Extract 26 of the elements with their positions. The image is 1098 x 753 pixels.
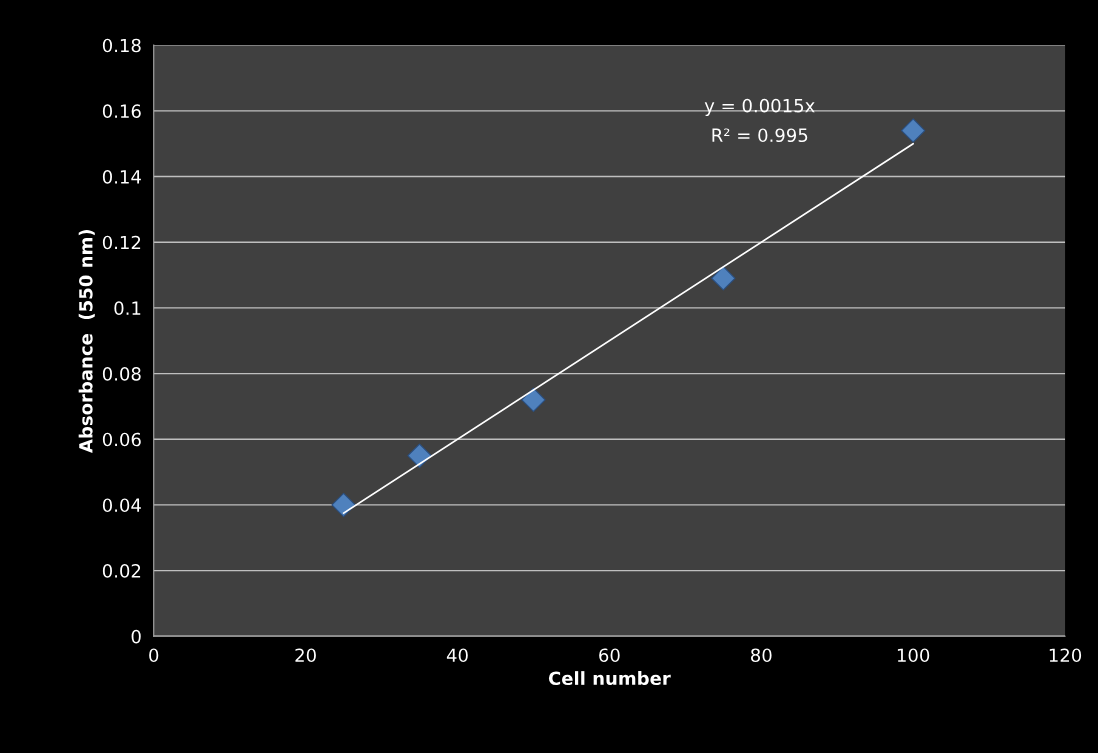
point	[407, 443, 432, 468]
x-axis-title: Cell number	[548, 671, 671, 686]
x-tick-label: 0	[149, 648, 159, 663]
y-tick-label: 0	[131, 629, 141, 644]
x-tick-label: 80	[751, 648, 772, 663]
y-tick-label: 0.16	[102, 104, 141, 118]
y-tick-label: 0.12	[102, 235, 141, 250]
y-tick-label: 0.04	[102, 498, 141, 513]
y-tick-label: 0.08	[102, 367, 141, 381]
annotation: y = 0.0015x	[704, 98, 815, 116]
annotation: R² = 0.995	[712, 128, 808, 143]
x-tick-label: 60	[599, 648, 620, 663]
y-tick-label: 0.14	[102, 170, 141, 184]
y-tick-label: 0.02	[102, 564, 141, 578]
y-tick-label: 0.1	[114, 301, 141, 316]
y-axis-title: Absorbance (550 nm)	[78, 229, 95, 453]
x-tick-label: 40	[446, 648, 468, 663]
point	[900, 118, 926, 143]
x-tick-label: 20	[295, 648, 316, 663]
point	[521, 387, 546, 413]
x-tick-label: 120	[1049, 648, 1082, 663]
y-tick-label: 0.18	[102, 38, 141, 53]
y-tick-label: 0.06	[102, 432, 141, 447]
x-tick-label: 100	[897, 648, 930, 663]
point	[711, 266, 736, 291]
point	[331, 492, 356, 518]
